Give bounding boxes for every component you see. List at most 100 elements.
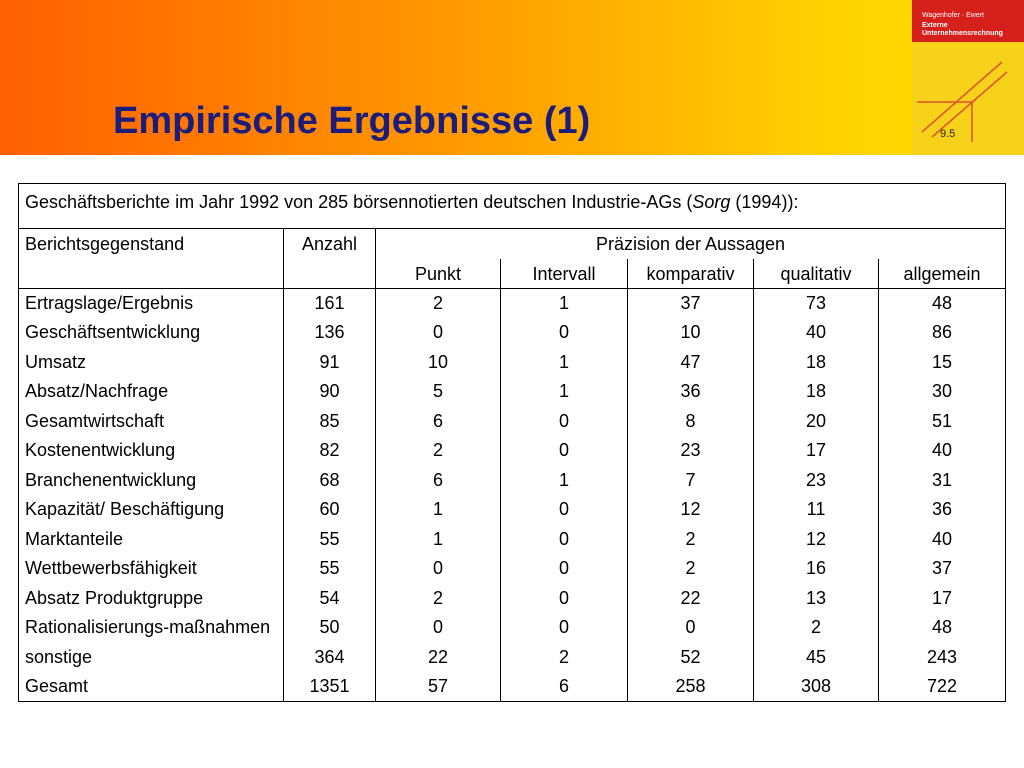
- row-label: Geschäftsentwicklung: [18, 318, 284, 348]
- header-cell: qualitativ: [753, 258, 879, 289]
- cell: 1: [500, 377, 628, 407]
- cell: 91: [283, 347, 376, 377]
- cell: 722: [877, 672, 1007, 702]
- table-row: Absatz/Nachfrage 90 5 1 36 18 30: [18, 377, 1007, 407]
- cell: 0: [500, 495, 628, 525]
- results-table: Geschäftsberichte im Jahr 1992 von 285 b…: [17, 183, 1007, 702]
- cell: 2: [627, 524, 754, 554]
- cell: 47: [627, 347, 754, 377]
- header-cell: Berichtsgegenstand: [18, 228, 284, 289]
- cell: 36: [877, 495, 1007, 525]
- cell: 37: [627, 288, 754, 318]
- cell: 7: [627, 465, 754, 495]
- row-label: Wettbewerbsfähigkeit: [18, 554, 284, 584]
- cell: 308: [753, 672, 879, 702]
- row-label: Ertragslage/Ergebnis: [18, 288, 284, 318]
- header-cell: Punkt: [375, 258, 501, 289]
- cell: 48: [877, 288, 1007, 318]
- cell: 1: [500, 347, 628, 377]
- cell: 5: [375, 377, 501, 407]
- cell: 2: [375, 288, 501, 318]
- cell: 12: [753, 524, 879, 554]
- cell: 10: [627, 318, 754, 348]
- cell: 40: [753, 318, 879, 348]
- cell: 23: [627, 436, 754, 466]
- row-label: sonstige: [18, 642, 284, 672]
- table-row: Geschäftsentwicklung 136 0 0 10 40 86: [18, 318, 1007, 348]
- cell: 0: [500, 524, 628, 554]
- cell: 82: [283, 436, 376, 466]
- cell: 52: [627, 642, 754, 672]
- table-row: Kostenentwicklung 82 2 0 23 17 40: [18, 436, 1007, 466]
- table-row: Wettbewerbsfähigkeit 55 0 0 2 16 37: [18, 554, 1007, 584]
- cell: 10: [375, 347, 501, 377]
- cell: 18: [753, 377, 879, 407]
- cell: 2: [627, 554, 754, 584]
- cell: 40: [877, 524, 1007, 554]
- cell: 31: [877, 465, 1007, 495]
- title: Empirische Ergebnisse (1): [113, 100, 591, 142]
- header-cell: Anzahl: [283, 228, 376, 289]
- row-label: Rationalisierungs-maßnahmen: [18, 613, 284, 643]
- cell: 85: [283, 406, 376, 436]
- cell: 258: [627, 672, 754, 702]
- cover-band: [912, 0, 1024, 42]
- table-row: Umsatz 91 10 1 47 18 15: [18, 347, 1007, 377]
- book-title: Externe: [922, 22, 948, 29]
- cell: 2: [375, 583, 501, 613]
- cell: 11: [753, 495, 879, 525]
- row-label: Gesamtwirtschaft: [18, 406, 284, 436]
- row-label: Absatz Produktgruppe: [18, 583, 284, 613]
- cell: 0: [500, 406, 628, 436]
- cell: 50: [283, 613, 376, 643]
- cell: 40: [877, 436, 1007, 466]
- table-row: Absatz Produktgruppe 54 2 0 22 13 17: [18, 583, 1007, 613]
- cell: 17: [877, 583, 1007, 613]
- header-cell: komparativ: [627, 258, 754, 289]
- book-title: Unternehmensrechnung: [922, 30, 1003, 37]
- caption-text: (1994)):: [730, 192, 799, 212]
- table-row: Kapazität/ Beschäftigung 60 1 0 12 11 36: [18, 495, 1007, 525]
- cell: 1: [500, 465, 628, 495]
- header-cell: allgemein: [877, 258, 1007, 289]
- cell: 51: [877, 406, 1007, 436]
- row-label: Kostenentwicklung: [18, 436, 284, 466]
- section-number: 9.5: [940, 128, 956, 140]
- cell: 36: [627, 377, 754, 407]
- cell: 1: [500, 288, 628, 318]
- cell: 22: [627, 583, 754, 613]
- cell: 1: [375, 524, 501, 554]
- cell: 2: [500, 642, 628, 672]
- table-row: Rationalisierungs-maßnahmen 50 0 0 0 2 48: [18, 613, 1007, 643]
- header-cell: Intervall: [500, 258, 628, 289]
- row-label: Kapazität/ Beschäftigung: [18, 495, 284, 525]
- cell: 22: [375, 642, 501, 672]
- cell: 136: [283, 318, 376, 348]
- cell: 2: [753, 613, 879, 643]
- cell: 1: [375, 495, 501, 525]
- cell: 54: [283, 583, 376, 613]
- cell: 55: [283, 524, 376, 554]
- cell: 6: [375, 406, 501, 436]
- book-cover: Wagenhofer · Ewert Externe Unternehmensr…: [912, 0, 1024, 155]
- cell: 6: [500, 672, 628, 702]
- cell: 18: [753, 347, 879, 377]
- cell: 37: [877, 554, 1007, 584]
- table-row: Branchenentwicklung 68 6 1 7 23 31: [18, 465, 1007, 495]
- cell: 0: [500, 583, 628, 613]
- cell: 0: [375, 318, 501, 348]
- caption-author: Sorg: [692, 192, 731, 212]
- table-row: sonstige 364 22 2 52 45 243: [18, 642, 1007, 672]
- table-row: Gesamt 1351 57 6 258 308 722: [18, 672, 1007, 702]
- cell: 8: [627, 406, 754, 436]
- cell: 0: [627, 613, 754, 643]
- cell: 48: [877, 613, 1007, 643]
- cell: 68: [283, 465, 376, 495]
- row-label: Umsatz: [18, 347, 284, 377]
- cell: 0: [375, 554, 501, 584]
- cell: 73: [753, 288, 879, 318]
- cell: 55: [283, 554, 376, 584]
- cell: 90: [283, 377, 376, 407]
- cell: 0: [375, 613, 501, 643]
